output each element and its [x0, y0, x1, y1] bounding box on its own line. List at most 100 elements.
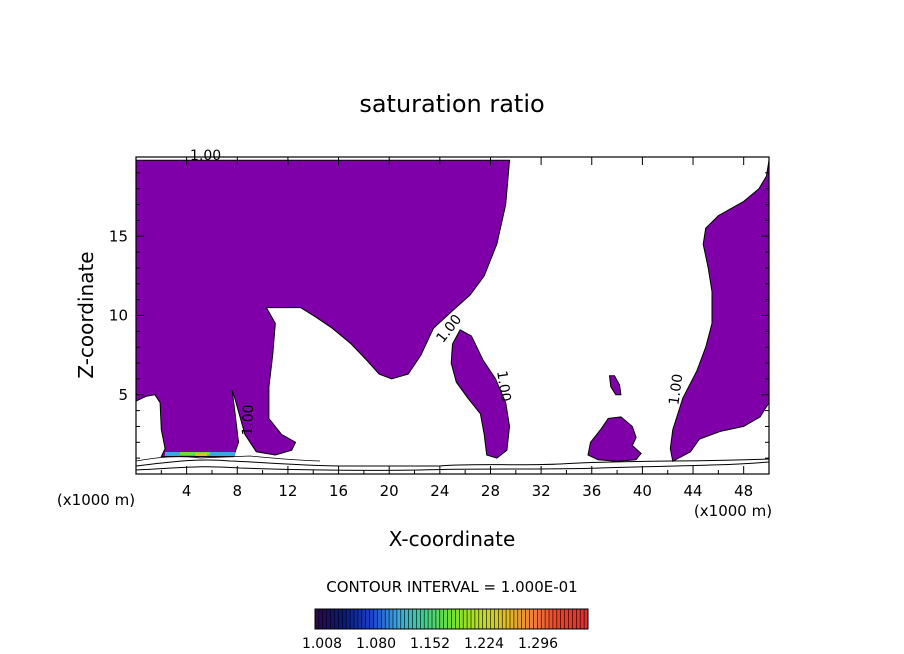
colorbar-swatch — [365, 609, 370, 629]
x-tick-label: 4 — [182, 482, 192, 500]
colorbar-swatch — [568, 609, 573, 629]
y-tick-label: 15 — [109, 227, 128, 245]
colorbar-swatch — [396, 609, 402, 629]
contour-label: 1.00 — [493, 370, 513, 403]
colorbar-swatch — [326, 609, 331, 629]
colorbar-swatch — [576, 609, 581, 629]
colorbar-swatch — [424, 609, 429, 629]
colorbar-swatch — [521, 609, 526, 629]
contour-interval-text: CONTOUR INTERVAL = 1.000E-01 — [326, 578, 577, 596]
high-saturation-band — [195, 453, 207, 456]
colorbar-swatch — [451, 609, 456, 629]
colorbar-swatch — [420, 609, 425, 629]
colorbar-tick-label: 1.296 — [518, 636, 558, 652]
colorbar-swatch — [494, 609, 499, 629]
colorbar-swatch — [389, 609, 394, 629]
colorbar-swatch — [533, 609, 538, 629]
x-tick-label: 24 — [430, 482, 449, 500]
colorbar-swatch — [463, 609, 468, 629]
x-tick-label: 20 — [380, 482, 399, 500]
colorbar-swatch — [459, 609, 464, 629]
colorbar-swatch — [361, 609, 367, 629]
colorbar-swatch — [506, 609, 511, 629]
colorbar-swatch — [537, 609, 542, 629]
colorbar-swatch — [393, 609, 398, 629]
colorbar-swatch — [478, 609, 484, 629]
contour-label: 1.00 — [190, 148, 221, 164]
colorbar-swatch — [584, 609, 589, 629]
region-left-upper — [136, 159, 511, 458]
colorbar-swatch — [435, 609, 441, 629]
colorbar-swatch — [346, 609, 351, 629]
colorbar-swatch — [517, 609, 523, 629]
region-right-blob — [587, 416, 642, 462]
colorbar-swatch — [412, 609, 417, 629]
colorbar-swatch — [330, 609, 335, 629]
colorbar-swatch — [510, 609, 515, 629]
colorbar-labels: 1.008 1.080 1.152 1.224 1.296 — [302, 636, 558, 652]
x-axis-label: X-coordinate — [389, 527, 516, 551]
x-tick-label: 8 — [233, 482, 243, 500]
colorbar-swatch — [404, 609, 409, 629]
colorbar-swatch — [416, 609, 421, 629]
colorbar-swatch — [467, 609, 472, 629]
chart-title: saturation ratio — [359, 90, 544, 118]
contour-label: 1.00 — [240, 404, 257, 436]
colorbar-swatch — [377, 609, 382, 629]
region-small-blob — [608, 375, 622, 396]
saturation-regions — [136, 159, 769, 463]
x-tick-label: 16 — [329, 482, 348, 500]
colorbar-swatch — [373, 609, 378, 629]
colorbar-swatch — [498, 609, 503, 629]
colorbar-swatch — [342, 609, 347, 629]
colorbar-swatch — [513, 609, 519, 629]
colorbar-swatch — [408, 609, 413, 629]
x-axis-ticks: 4 8 12 16 20 24 28 32 36 40 44 48 — [160, 157, 753, 500]
region-right-column — [669, 160, 769, 463]
ground-contour-line — [136, 461, 769, 471]
colorbar-frame — [314, 608, 589, 630]
colorbar-swatch — [447, 609, 452, 629]
colorbar-swatch — [580, 609, 585, 629]
colorbar-swatch — [502, 609, 507, 629]
colorbar-swatch — [549, 609, 554, 629]
colorbar-swatch — [471, 609, 476, 629]
colorbar-swatch — [490, 609, 495, 629]
colorbar-swatch — [357, 609, 363, 629]
y-axis-label: Z-coordinate — [74, 251, 98, 378]
colorbar-tick-label: 1.008 — [302, 636, 342, 652]
colorbar-swatch — [350, 609, 355, 629]
x-tick-label: 48 — [734, 482, 753, 500]
colorbar-swatch — [564, 609, 569, 629]
ground-contour-line — [136, 455, 321, 462]
colorbar-swatch — [525, 609, 530, 629]
colorbar-swatch — [474, 609, 480, 629]
colorbar-tick-label: 1.224 — [464, 636, 504, 652]
colorbar-swatch — [572, 609, 577, 629]
colorbar-swatch — [315, 609, 320, 629]
x-unit-label: (x1000 m) — [57, 491, 135, 509]
colorbar-swatch — [400, 609, 406, 629]
colorbar-tick-label: 1.152 — [410, 636, 450, 652]
colorbar-swatch — [482, 609, 487, 629]
colorbar — [314, 609, 589, 629]
colorbar-swatch — [318, 609, 324, 629]
colorbar-tick-label: 1.080 — [356, 636, 396, 652]
y-tick-label: 10 — [109, 307, 128, 325]
y-tick-label: 5 — [118, 386, 128, 404]
x-tick-label: 32 — [532, 482, 551, 500]
colorbar-swatch — [322, 609, 328, 629]
colorbar-swatch — [552, 609, 558, 629]
colorbar-swatch — [334, 609, 339, 629]
colorbar-swatch — [338, 609, 343, 629]
colorbar-swatch — [529, 609, 534, 629]
x-tick-label: 28 — [481, 482, 500, 500]
colorbar-swatch — [556, 609, 562, 629]
colorbar-swatch — [354, 609, 359, 629]
colorbar-swatch — [455, 609, 460, 629]
region-center-tongue — [450, 329, 511, 459]
colorbar-swatch — [486, 609, 491, 629]
ground-contour-line — [136, 458, 769, 467]
colorbar-swatch — [432, 609, 437, 629]
